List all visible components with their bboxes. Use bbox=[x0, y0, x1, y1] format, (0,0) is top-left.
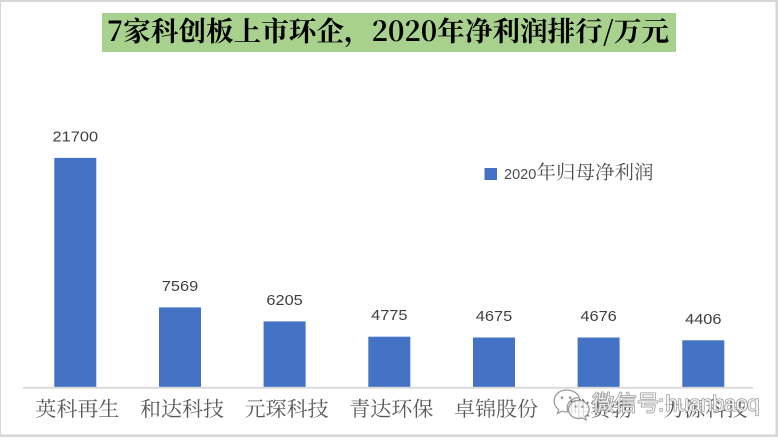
svg-text:4406: 4406 bbox=[685, 312, 721, 328]
svg-text:2020: 2020 bbox=[504, 167, 536, 183]
svg-text:4675: 4675 bbox=[476, 309, 512, 325]
svg-text:6205: 6205 bbox=[266, 293, 302, 309]
svg-text:7569: 7569 bbox=[162, 279, 198, 295]
svg-text:4775: 4775 bbox=[371, 308, 407, 324]
svg-text::: : bbox=[658, 391, 664, 416]
svg-text:4676: 4676 bbox=[580, 309, 616, 325]
svg-text:huanbaoq: huanbaoq bbox=[666, 391, 759, 416]
svg-text:21700: 21700 bbox=[53, 129, 99, 145]
